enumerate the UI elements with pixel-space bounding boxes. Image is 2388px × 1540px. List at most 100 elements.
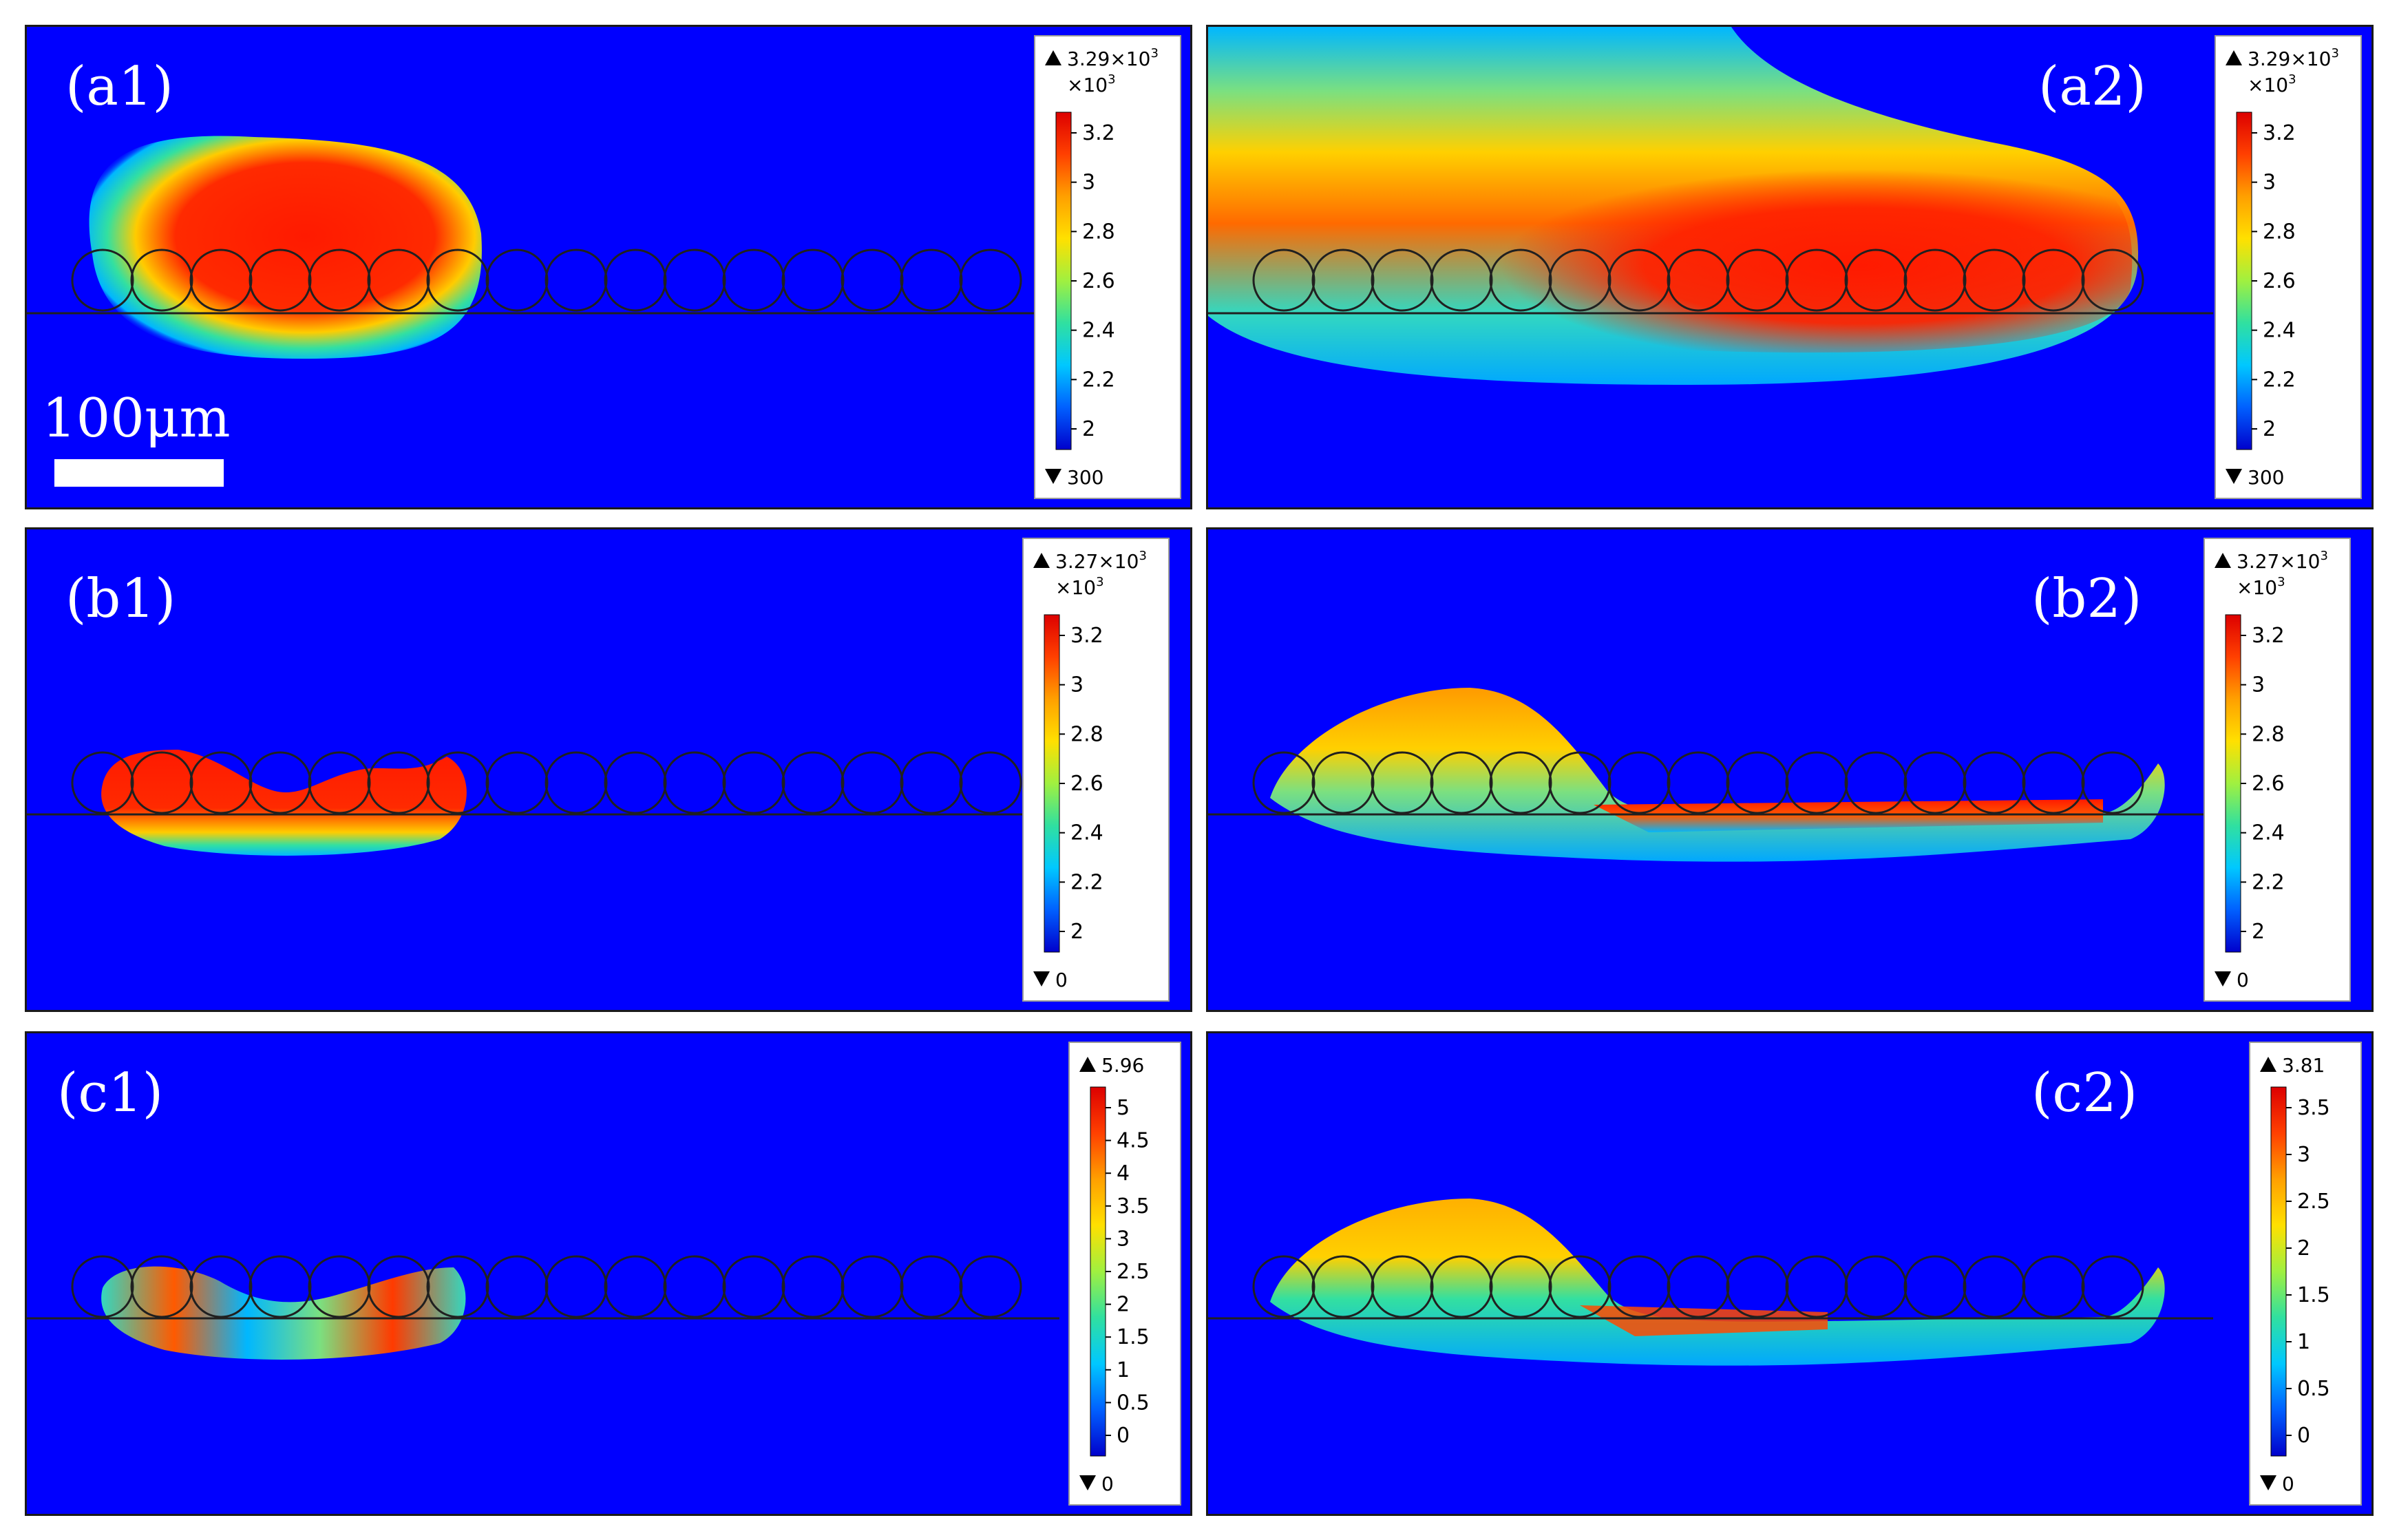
powder-particle <box>1489 751 1552 814</box>
colorbar-gradient <box>2270 1086 2287 1457</box>
colorbar-tick-label: 4 <box>1117 1161 1130 1185</box>
panel-label: (c2) <box>2031 1062 2138 1124</box>
powder-particle <box>2081 249 2144 312</box>
velocity-region <box>1270 1199 2165 1366</box>
panel-c2: (c2) 3.81 3.5 3 2.5 2 1.5 1 0.5 0 0 <box>1206 1031 2374 1516</box>
panel-a2: (a2) 3.29×103 ×103 3.2 3 2.8 2.6 2.4 2.2 2 300 <box>1206 25 2374 509</box>
powder-particle <box>130 1255 193 1318</box>
melt-pool-field-b2 <box>1208 688 2213 862</box>
legend-max-label: 5.96 <box>1101 1054 1144 1077</box>
powder-particle <box>2022 1255 2085 1318</box>
legend-max-label: 3.81 <box>2282 1054 2325 1077</box>
colorbar-tick-label: 0 <box>2297 1424 2310 1448</box>
colorbar-tick-label: 2.4 <box>1070 821 1103 845</box>
legend-multiplier: ×103 <box>1055 575 1104 599</box>
powder-particle <box>1963 249 2026 312</box>
colorbar-gradient <box>2236 112 2252 450</box>
powder-particle <box>1548 249 1612 312</box>
powder-particle <box>900 249 963 312</box>
powder-particles <box>1252 751 2144 814</box>
legend-min-label: 0 <box>2282 1473 2294 1495</box>
powder-particle <box>1430 249 1493 312</box>
powder-particles <box>71 1255 1022 1318</box>
powder-particle <box>1667 249 1730 312</box>
powder-particle <box>900 751 963 814</box>
powder-particle <box>1903 249 1967 312</box>
colorbar-tick-label: 2.8 <box>2252 722 2285 746</box>
powder-particle <box>545 1255 608 1318</box>
velocity-field-c2 <box>1208 1199 2213 1366</box>
colorbar-tick-label: 2.6 <box>2252 772 2285 796</box>
colorbar-legend: 3.27×103 ×103 3.2 3 2.8 2.6 2.4 2.2 2 0 <box>1022 538 1170 1002</box>
powder-particle <box>367 751 430 814</box>
powder-particle <box>1430 751 1493 814</box>
powder-particle <box>189 1255 253 1318</box>
colorbar-tick-label: 0 <box>1117 1424 1130 1448</box>
powder-particle <box>189 249 253 312</box>
powder-particle <box>249 249 312 312</box>
powder-particle <box>1726 249 1789 312</box>
panel-label: (b2) <box>2031 568 2142 630</box>
powder-particle <box>841 751 904 814</box>
powder-particle <box>663 249 726 312</box>
colorbar-gradient <box>1055 112 1072 450</box>
panel-b2: (b2) 3.27×103 ×103 3.2 3 2.8 2.6 2.4 2.2 2 0 <box>1206 527 2374 1012</box>
powder-particles <box>71 751 1022 814</box>
powder-particle <box>1963 751 2026 814</box>
powder-particle <box>1903 1255 1967 1318</box>
powder-particle <box>959 249 1022 312</box>
powder-particle <box>2022 249 2085 312</box>
colorbar-tick-label: 0.5 <box>2297 1377 2330 1401</box>
melt-pool-field-b1 <box>27 750 1046 856</box>
melt-pool-shape <box>89 136 482 359</box>
powder-particle <box>1311 751 1375 814</box>
legend-max-label: 3.29×103 <box>1067 46 1159 70</box>
panel-label: (a2) <box>2038 56 2146 118</box>
legend-min-label: 0 <box>1101 1473 1114 1495</box>
powder-particle <box>604 751 667 814</box>
powder-particle <box>1667 1255 1730 1318</box>
colorbar-tick-label: 3.2 <box>2252 624 2285 648</box>
panel-label: (b1) <box>65 568 176 630</box>
colorbar-tick-label: 0.5 <box>1117 1391 1150 1415</box>
colorbar-tick-label: 2.6 <box>2263 269 2296 293</box>
max-marker-icon <box>1045 50 1061 65</box>
colorbar-tick-label: 2 <box>1082 417 1095 441</box>
powder-particle <box>841 1255 904 1318</box>
scalebar-label: 100μm <box>42 388 231 450</box>
melt-pool-shape <box>101 750 467 856</box>
panel-a1: (a1) 100μm 3.29×103 ×103 3.2 3 2.8 2.6 2.4 2.2 2… <box>25 25 1192 509</box>
colorbar-tick-label: 3.5 <box>2297 1096 2330 1120</box>
max-marker-icon <box>2215 553 2231 568</box>
colorbar-tick-label: 1 <box>1117 1358 1130 1382</box>
colorbar-tick-label: 3 <box>1082 171 1095 195</box>
powder-particle <box>1903 751 1967 814</box>
powder-particle <box>1785 751 1848 814</box>
powder-particle <box>485 1255 549 1318</box>
colorbar-legend: 3.29×103 ×103 3.2 3 2.8 2.6 2.4 2.2 2 300 <box>1034 35 1181 499</box>
powder-particle <box>189 751 253 814</box>
colorbar-tick-label: 2 <box>2252 920 2265 944</box>
powder-particle <box>722 751 785 814</box>
legend-multiplier: ×103 <box>2237 575 2285 599</box>
powder-particle <box>249 1255 312 1318</box>
max-marker-icon <box>1079 1057 1096 1072</box>
legend-min-label: 0 <box>2237 969 2249 991</box>
powder-particle <box>1726 1255 1789 1318</box>
colorbar-legend: 3.27×103 ×103 3.2 3 2.8 2.6 2.4 2.2 2 0 <box>2204 538 2351 1002</box>
powder-particle <box>841 249 904 312</box>
powder-particle <box>249 751 312 814</box>
powder-particle <box>308 1255 371 1318</box>
colorbar-tick-label: 2.2 <box>1070 870 1103 894</box>
colorbar-tick-label: 3.2 <box>1082 121 1115 145</box>
powder-particles <box>71 249 1022 312</box>
colorbar-tick-label: 3.5 <box>1117 1194 1150 1219</box>
melt-pool-field-a2 <box>1208 27 2213 385</box>
powder-particle <box>900 1255 963 1318</box>
colorbar-tick-label: 2.4 <box>1082 319 1115 343</box>
powder-particle <box>781 1255 845 1318</box>
colorbar-gradient <box>1090 1086 1106 1457</box>
colorbar-tick-label: 2.5 <box>1117 1260 1150 1284</box>
colorbar-tick-label: 2.8 <box>1070 722 1103 746</box>
min-marker-icon <box>1045 469 1061 484</box>
